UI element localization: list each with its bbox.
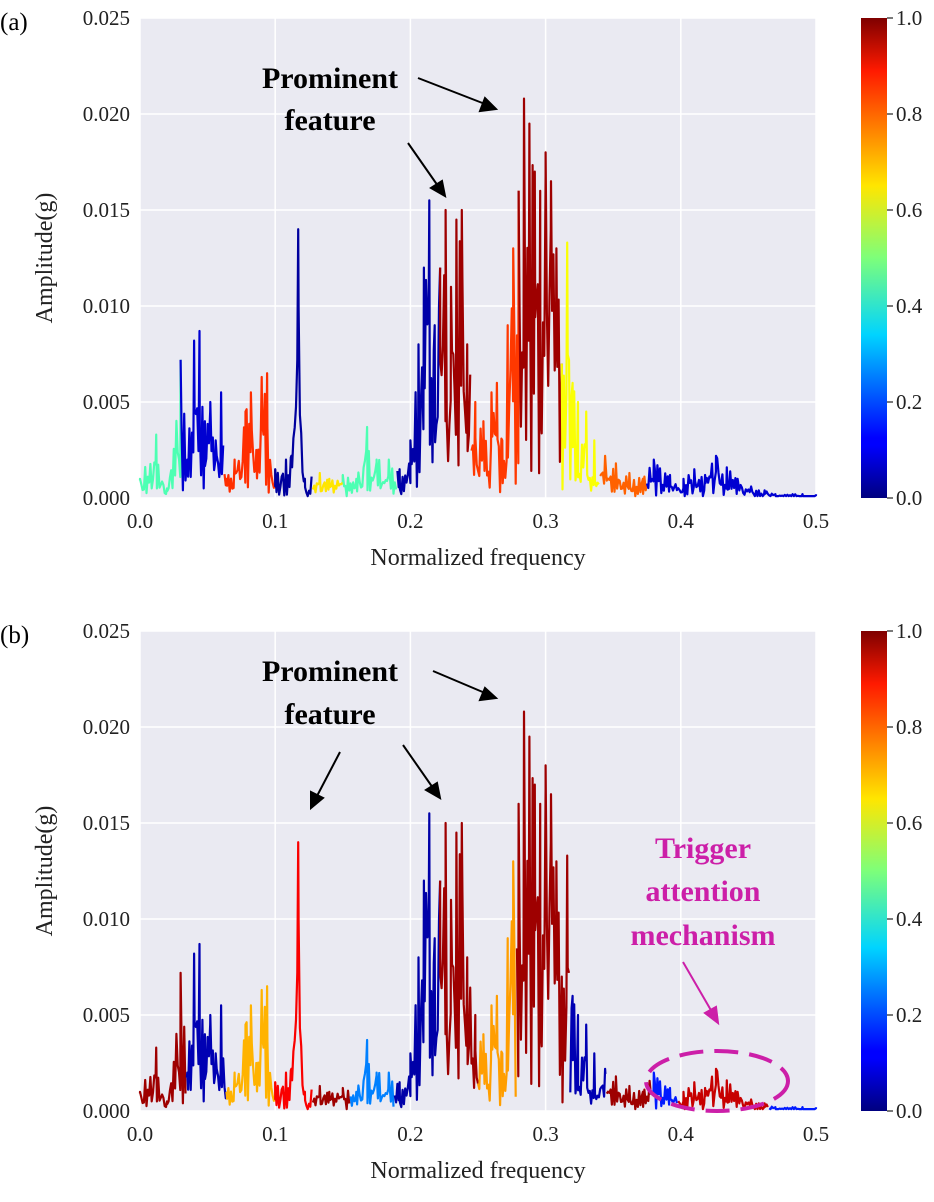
spectrum-segment (225, 985, 277, 1107)
x-tick-label: 0.3 (532, 1122, 558, 1146)
spectrum-segment (349, 1038, 395, 1107)
x-tick-label: 0.2 (397, 509, 423, 533)
y-tick-label: 0.025 (83, 619, 130, 643)
colorbar-tick-label: 0.6 (896, 811, 922, 835)
spectrum-segment (560, 241, 600, 492)
x-tick-label: 0.0 (127, 509, 153, 533)
colorbar (861, 631, 887, 1111)
spectrum-segment (569, 994, 607, 1105)
spectrum-line (138, 97, 818, 498)
colorbar-tick-label: 1.0 (896, 6, 922, 30)
colorbar (861, 18, 887, 498)
y-axis-label: Amplitude(g) (32, 193, 58, 324)
spectrum-segment (274, 228, 313, 498)
x-axis-label: Normalized frequency (370, 1158, 585, 1184)
y-ticks: 0.000 0.005 0.010 0.015 0.020 0.025 (83, 6, 130, 510)
spectrum-segment (185, 942, 228, 1103)
x-tick-label: 0.5 (803, 1122, 829, 1146)
y-tick-label: 0.015 (83, 198, 130, 222)
plot-area (140, 18, 816, 498)
panel-label: (b) (0, 622, 29, 649)
x-tick-label: 0.3 (532, 509, 558, 533)
x-tick-label: 0.4 (668, 509, 695, 533)
y-axis-label: Amplitude(g) (32, 806, 58, 937)
x-tick-label: 0.0 (127, 1122, 153, 1146)
y-tick-label: 0.010 (83, 294, 130, 318)
spectrum-segment (138, 971, 187, 1109)
y-tick-label: 0.020 (83, 102, 130, 126)
spectrum-segment (517, 97, 563, 475)
colorbar-tick-label: 0.4 (896, 907, 923, 931)
x-axis-label: Normalized frequency (370, 545, 585, 571)
colorbar-tick-label: 0.8 (896, 102, 922, 126)
x-tick-label: 0.1 (262, 1122, 288, 1146)
spectrum-segment (476, 860, 517, 1107)
colorbar-tick-label: 1.0 (896, 619, 922, 643)
annotation-arrows (407, 77, 499, 198)
annotation-line: mechanism (631, 919, 776, 952)
colorbar-ticks: 0.0 0.2 0.4 0.6 0.8 1.0 (887, 6, 923, 510)
y-tick-label: 0.005 (83, 1003, 130, 1027)
y-tick-label: 0.010 (83, 907, 130, 931)
y-tick-label: 0.020 (83, 715, 130, 739)
spectrum-line (138, 710, 818, 1111)
annotation-line: Prominent (262, 62, 398, 95)
annotation-prominent-feature: Prominent feature (262, 62, 398, 137)
y-tick-label: 0.015 (83, 811, 130, 835)
spectrum-segment (605, 1075, 652, 1111)
spectrum-segment (470, 190, 520, 494)
annotation-prominent-feature: Prominent feature (262, 655, 398, 731)
attention-ellipse (644, 1049, 790, 1113)
spectrum-segment (439, 821, 480, 1089)
colorbar-tick-label: 0.2 (896, 1003, 922, 1027)
colorbar-tick-label: 0.0 (896, 486, 922, 510)
colorbar-tick-label: 0.0 (896, 1099, 922, 1123)
y-ticks: 0.000 0.005 0.010 0.015 0.020 0.025 (83, 619, 130, 1123)
spectrum-segment (138, 359, 182, 496)
colorbar-tick-label: 0.2 (896, 390, 922, 414)
x-tick-label: 0.2 (397, 1122, 423, 1146)
annotation-arrows (310, 670, 499, 811)
plot-area (140, 631, 816, 1111)
x-tick-label: 0.5 (803, 509, 829, 533)
spectrum-segment (599, 454, 649, 498)
colorbar-tick-label: 0.8 (896, 715, 922, 739)
spectrum-segment (311, 1084, 351, 1111)
x-tick-label: 0.4 (668, 1122, 695, 1146)
x-tick-label: 0.1 (262, 509, 288, 533)
colorbar-tick-label: 0.6 (896, 198, 922, 222)
attention-arrow (682, 961, 720, 1026)
y-tick-label: 0.000 (83, 1099, 130, 1123)
gridlines (139, 17, 817, 499)
panel-label: (a) (0, 9, 28, 36)
annotation-line: Trigger (655, 832, 751, 865)
spectrum-segment (311, 471, 344, 494)
spectrum-segment (393, 812, 442, 1109)
annotation-line: feature (284, 698, 375, 731)
annotation-line: Prominent (262, 655, 398, 688)
annotation-line: attention (646, 875, 761, 908)
spectrum-segment (439, 208, 472, 467)
annotation-trigger-attention: Trigger attention mechanism (631, 832, 776, 952)
spectrum-segment (768, 1105, 818, 1111)
y-tick-label: 0.005 (83, 390, 130, 414)
spectrum-segment (274, 841, 313, 1111)
spectrum-segment (341, 425, 398, 498)
y-tick-label: 0.000 (83, 486, 130, 510)
spectrum-segment (645, 454, 818, 498)
colorbar-ticks: 0.0 0.2 0.4 0.6 0.8 1.0 (887, 619, 923, 1123)
spectrum-segment (223, 372, 277, 494)
spectrum-segment (396, 199, 442, 496)
x-ticks: 0.0 0.1 0.2 0.3 0.4 0.5 (127, 509, 829, 533)
y-tick-label: 0.025 (83, 6, 130, 30)
x-ticks: 0.0 0.1 0.2 0.3 0.4 0.5 (127, 1122, 829, 1146)
colorbar-tick-label: 0.4 (896, 294, 923, 318)
spectrum-segment (179, 329, 225, 492)
annotation-line: feature (284, 104, 375, 137)
spectrum-segment (515, 710, 571, 1104)
